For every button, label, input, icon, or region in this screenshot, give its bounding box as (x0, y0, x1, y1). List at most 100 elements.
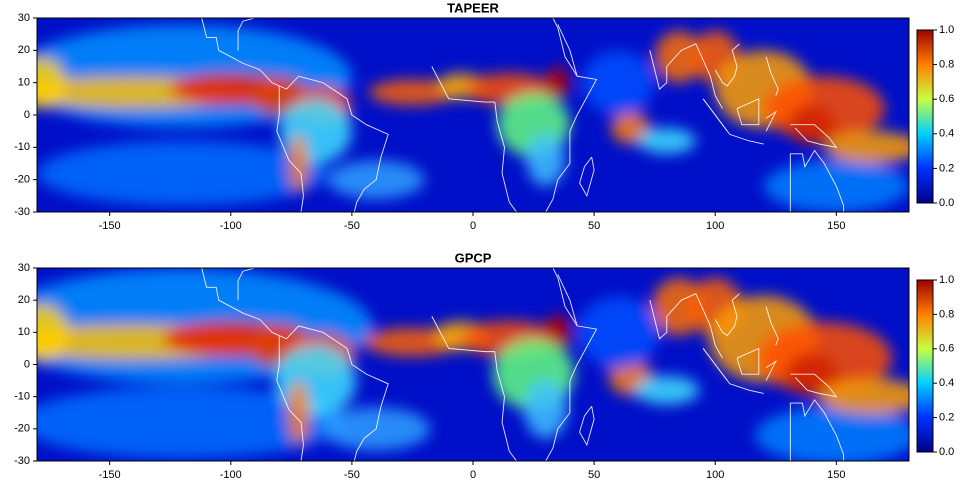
x-tick-label: -100 (220, 220, 242, 232)
rain-blob (824, 131, 909, 164)
coastline (579, 156, 595, 198)
coastline (765, 56, 779, 96)
coastline (279, 75, 389, 212)
precip-field (37, 268, 909, 461)
colorbar-label: 1.0 (939, 274, 954, 286)
coastline (790, 124, 838, 148)
coastline (218, 299, 280, 336)
blobs (37, 24, 909, 212)
x-tick-label: -50 (344, 469, 360, 481)
y-tick-label: -10 (14, 141, 30, 153)
panel-title: TAPEER (447, 0, 499, 15)
x-tick-label: 150 (827, 220, 845, 232)
colorbar-label: 0.4 (939, 128, 954, 140)
coastline (789, 149, 845, 212)
coastline (714, 43, 740, 87)
rain-blob (754, 406, 909, 461)
coastline (279, 325, 389, 461)
coastline (276, 335, 304, 461)
rain-blob (637, 127, 696, 154)
colorbar (916, 29, 934, 204)
map-panel: TAPEER-150 -100 -50 0 50 100 150-30-20-1001020… (14, 0, 954, 232)
rain-blob (37, 140, 328, 206)
y-tick-label: 30 (18, 262, 30, 274)
x-tick-label: 150 (827, 469, 845, 481)
rain-blob (577, 296, 660, 369)
coastlines (201, 268, 845, 461)
colorbar-label: 0.6 (939, 343, 954, 355)
rain-blob (582, 50, 655, 116)
precip-field (37, 18, 909, 212)
colorbar-label: 0.2 (939, 162, 954, 174)
x-tick-label: 50 (588, 469, 600, 481)
coastline (431, 18, 598, 212)
panel-title: GPCP (455, 250, 492, 265)
colorbar-label: 1.0 (939, 24, 954, 36)
colorbar-label: 0.8 (939, 59, 954, 71)
coastline (790, 373, 838, 398)
colorbar-label: 0.4 (939, 377, 954, 389)
y-tick-label: -30 (14, 455, 30, 467)
rain-blob (523, 380, 568, 439)
x-tick-label: 100 (706, 220, 724, 232)
rain-blob (37, 303, 69, 362)
rain-blob (287, 380, 310, 446)
rain-blob (37, 56, 67, 109)
y-tick-label: -20 (14, 423, 30, 435)
x-tick-label: 50 (588, 220, 600, 232)
x-tick-label: 100 (706, 469, 724, 481)
rain-blob (544, 314, 572, 351)
coastline (736, 98, 760, 126)
coastline (218, 49, 280, 87)
coastline (237, 18, 256, 51)
y-tick-label: -20 (14, 174, 30, 186)
coastline (736, 347, 760, 375)
y-tick-label: 10 (18, 77, 30, 89)
coastline (702, 98, 728, 132)
x-tick-label: -150 (99, 469, 121, 481)
coastline (237, 268, 256, 301)
coastline (649, 293, 723, 359)
coastline (201, 18, 220, 51)
y-tick-label: 0 (24, 358, 30, 370)
colorbar-label: 0.8 (939, 308, 954, 320)
coastline (789, 399, 845, 461)
coastline (702, 348, 728, 381)
rain-blob (368, 79, 457, 106)
y-tick-label: -30 (14, 206, 30, 218)
colorbar-label: 0.6 (939, 93, 954, 105)
x-tick-label: -50 (344, 220, 360, 232)
coastline (557, 24, 578, 77)
rain-blob (545, 66, 570, 99)
coastline (201, 268, 220, 301)
y-tick-label: 30 (18, 12, 30, 24)
coastline (579, 406, 595, 447)
rain-blob (288, 134, 309, 193)
coastline (431, 268, 598, 461)
colorbar-label: 0.0 (939, 197, 954, 209)
y-tick-label: 20 (18, 294, 30, 306)
rain-blob (634, 375, 700, 405)
map-panel: GPCP-150 -100 -50 0 50 100 150-30-20-100102030… (14, 250, 954, 481)
coastline (765, 359, 777, 381)
colorbar (916, 279, 934, 453)
coastlines (201, 18, 845, 212)
coastline (714, 293, 740, 337)
coastline (557, 274, 578, 327)
x-tick-label: -100 (220, 469, 242, 481)
coastline (765, 306, 779, 346)
rain-blob (526, 134, 566, 187)
x-tick-label: 0 (470, 220, 476, 232)
rain-blob (37, 386, 346, 459)
y-tick-label: 10 (18, 326, 30, 338)
y-tick-label: 0 (24, 109, 30, 121)
rain-blob (818, 378, 909, 415)
coastline (649, 43, 723, 109)
x-tick-label: -150 (99, 220, 121, 232)
y-tick-label: 20 (18, 44, 30, 56)
colorbar-label: 0.2 (939, 412, 954, 424)
coastline (276, 85, 304, 212)
coastline (765, 110, 777, 132)
x-tick-label: 0 (470, 469, 476, 481)
